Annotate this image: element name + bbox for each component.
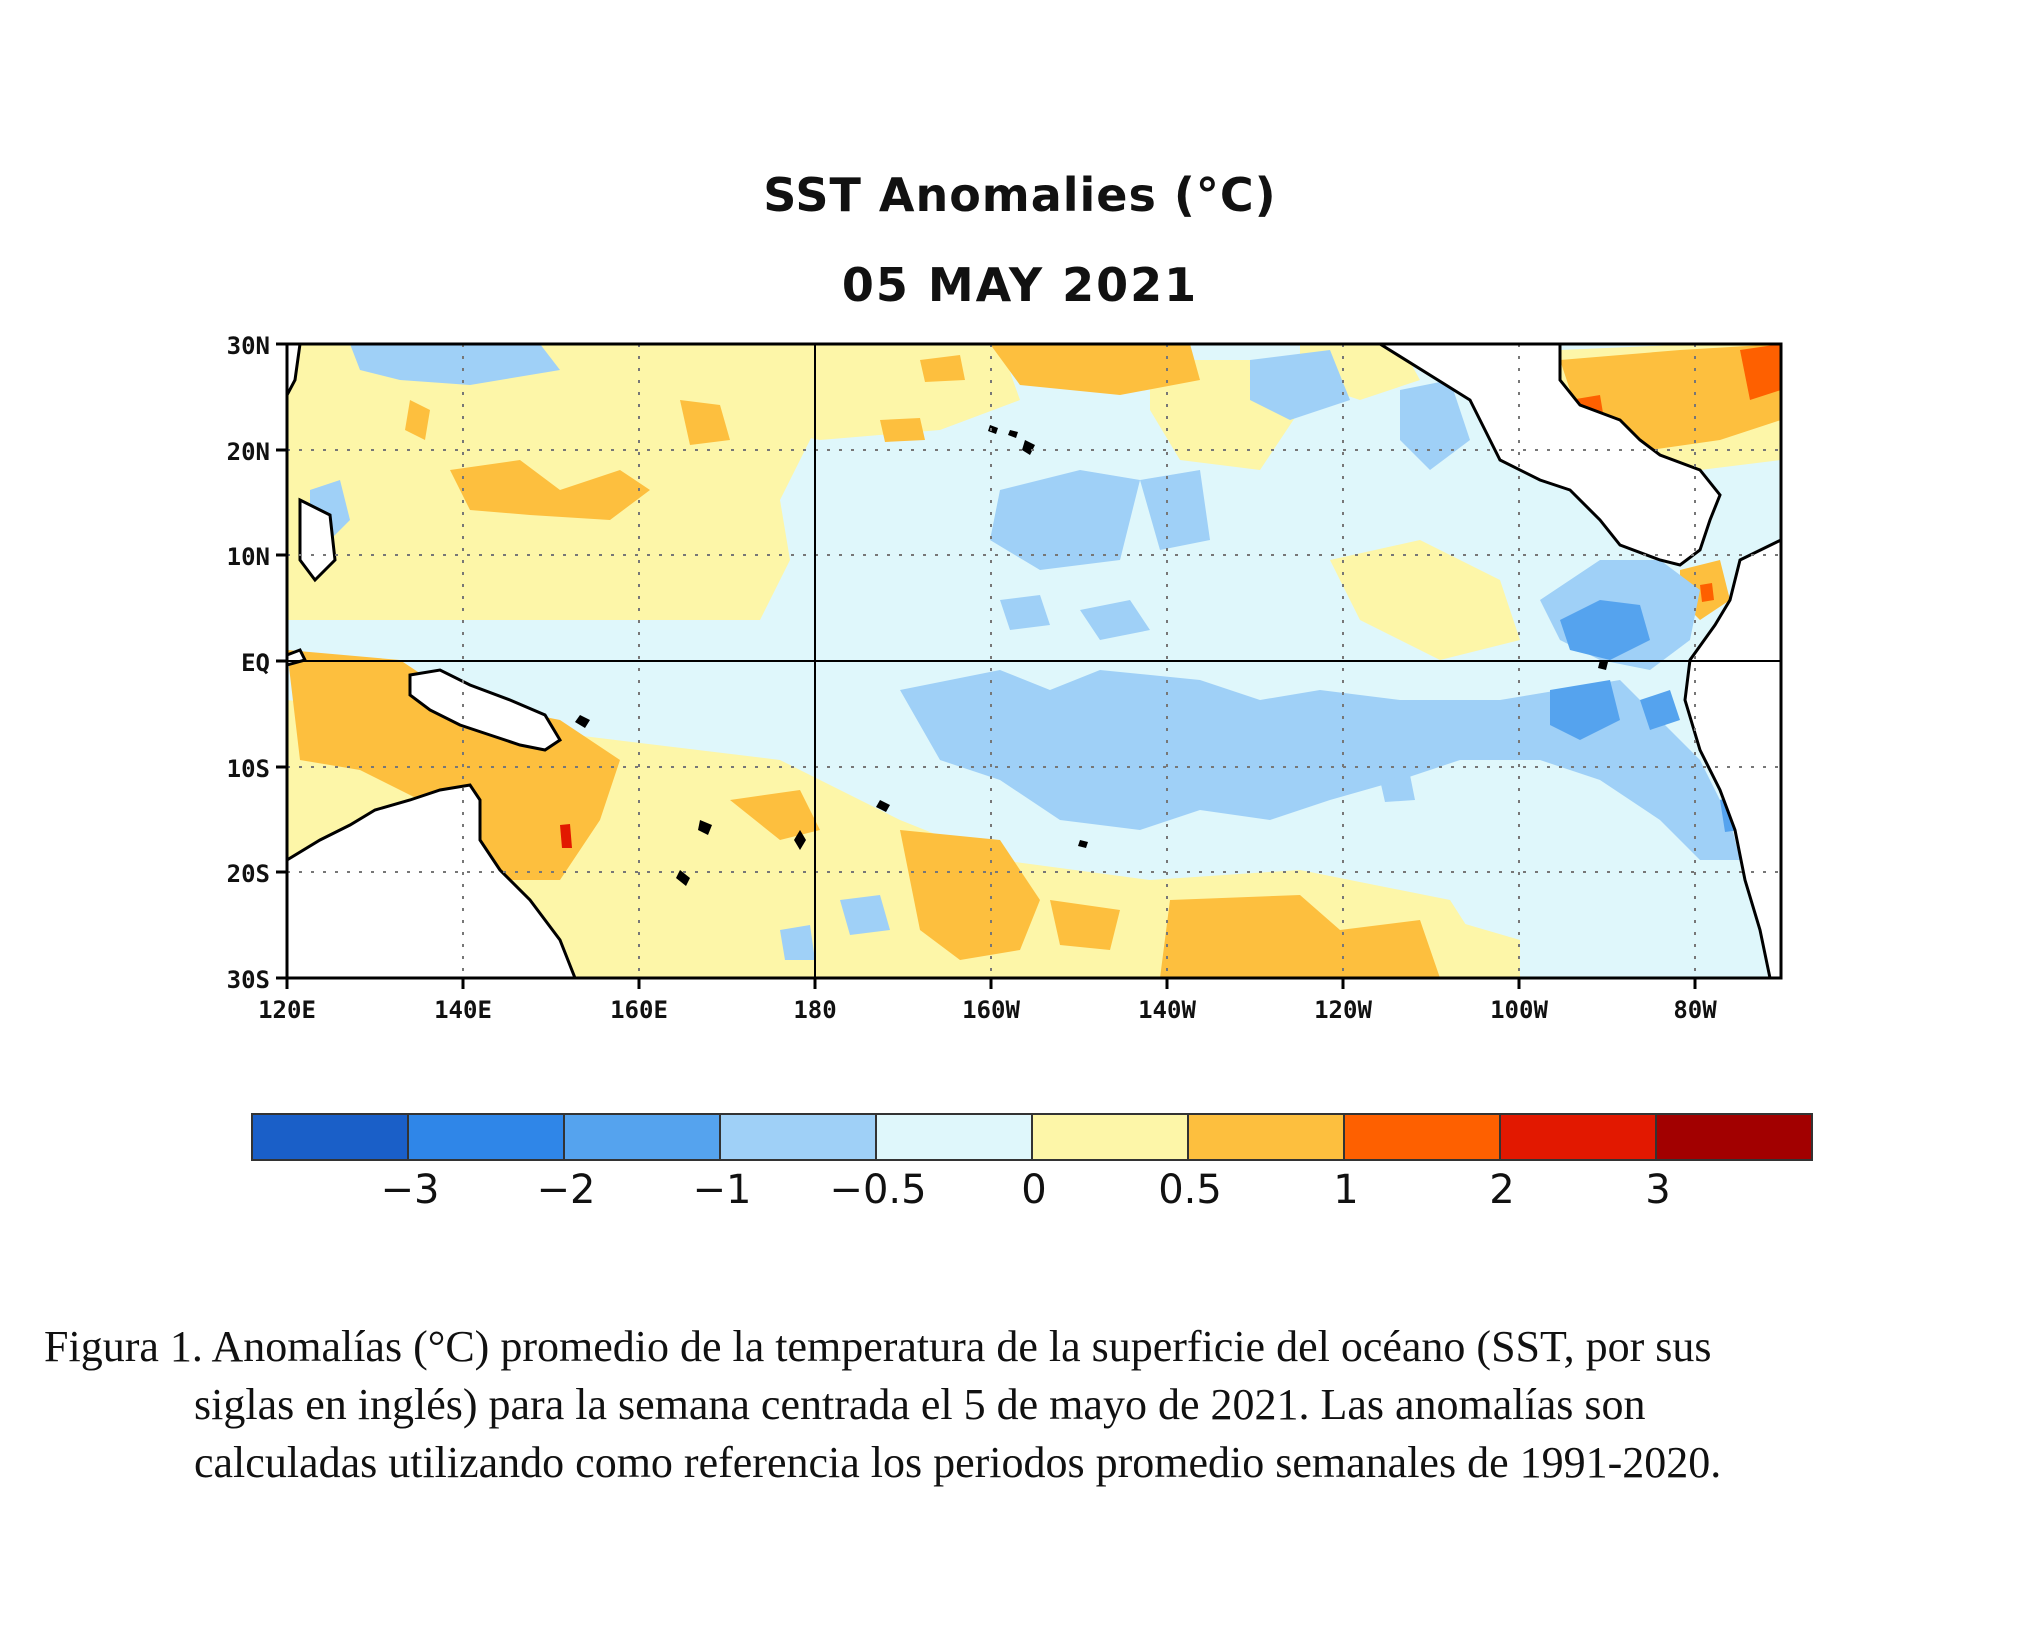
- colorbar-labels: −3 −2 −1 −0.5 0 0.5 1 2 3: [381, 1167, 1671, 1213]
- caption-line: Figura 1. Anomalías (°C) promedio de la …: [44, 1322, 1712, 1371]
- lat-label: 30N: [227, 332, 270, 360]
- colorbar-label: 0.5: [1158, 1167, 1222, 1213]
- lon-label: 120E: [258, 996, 316, 1024]
- lon-label: 100W: [1490, 996, 1548, 1024]
- colorbar: [251, 1113, 1813, 1161]
- caption-line: calculadas utilizando como referencia lo…: [194, 1438, 1722, 1487]
- lon-label: 140E: [434, 996, 492, 1024]
- map-title: SST Anomalies (°C): [763, 168, 1277, 222]
- colorbar-label: 2: [1489, 1167, 1514, 1213]
- longitude-labels: 120E 140E 160E 180 160W 140W 120W 100W 8…: [258, 996, 1717, 1024]
- colorbar-swatch: [1187, 1113, 1345, 1161]
- colorbar-swatch: [1499, 1113, 1657, 1161]
- grid-lines: [287, 344, 1781, 978]
- lon-label: 180: [793, 996, 836, 1024]
- lat-label: 20S: [227, 860, 270, 888]
- colorbar-label: −2: [537, 1167, 596, 1213]
- latitude-labels: 30N 20N 10N EQ 10S 20S 30S: [227, 332, 270, 994]
- colorbar-swatch: [1031, 1113, 1189, 1161]
- colorbar-label: 0: [1021, 1167, 1046, 1213]
- lon-label: 140W: [1138, 996, 1196, 1024]
- lat-label: 20N: [227, 438, 270, 466]
- colorbar-swatch: [1655, 1113, 1813, 1161]
- lon-label: 160W: [962, 996, 1020, 1024]
- lon-label: 80W: [1673, 996, 1717, 1024]
- colorbar-swatch: [719, 1113, 877, 1161]
- colorbar-swatch: [875, 1113, 1033, 1161]
- colorbar-label: −0.5: [829, 1167, 926, 1213]
- colorbar-label: 1: [1333, 1167, 1358, 1213]
- colorbar-label: −3: [381, 1167, 440, 1213]
- colorbar-swatch: [251, 1113, 409, 1161]
- colorbar-swatch: [1343, 1113, 1501, 1161]
- lon-label: 120W: [1314, 996, 1372, 1024]
- colorbar-label: 3: [1645, 1167, 1670, 1213]
- colorbar-label: −1: [693, 1167, 752, 1213]
- lon-label: 160E: [610, 996, 668, 1024]
- lat-label: 10S: [227, 755, 270, 783]
- colorbar-swatch: [563, 1113, 721, 1161]
- caption-line: siglas en inglés) para la semana centrad…: [194, 1380, 1646, 1429]
- colorbar-swatch: [407, 1113, 565, 1161]
- lat-label: EQ: [241, 649, 270, 677]
- figure-caption: Figura 1. Anomalías (°C) promedio de la …: [44, 1318, 1994, 1492]
- lat-label: 10N: [227, 543, 270, 571]
- map-date: 05 MAY 2021: [841, 258, 1199, 312]
- lat-label: 30S: [227, 966, 270, 994]
